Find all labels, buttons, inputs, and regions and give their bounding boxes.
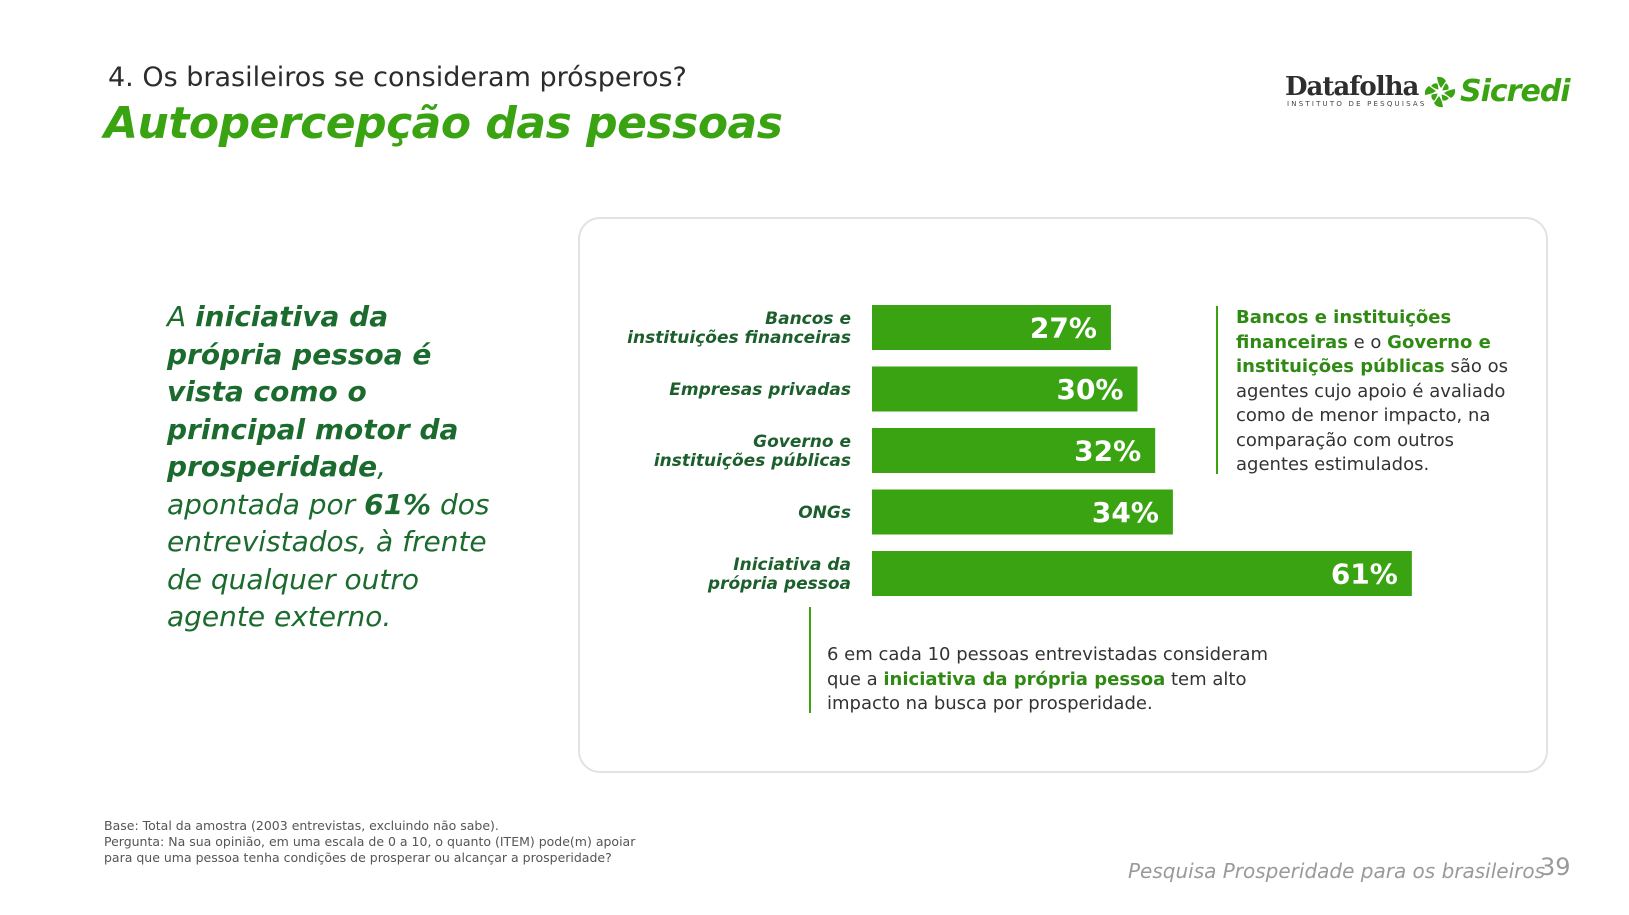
note-bottom: 6 em cada 10 pessoas entrevistadas consi… — [809, 607, 1299, 715]
datafolha-logo-word: Datafolha — [1285, 72, 1419, 102]
bar-value-label-0: 27% — [1030, 312, 1097, 345]
sicredi-symbol-icon — [1424, 76, 1456, 107]
datafolha-logo-sub: INSTITUTO DE PESQUISAS — [1287, 100, 1427, 108]
note-right: Bancos e instituições financeiras e o Go… — [1216, 306, 1516, 475]
note-right-highlight-2: Governo e instituições públicas — [1236, 331, 1491, 378]
lead-bold-1: iniciativa da própria pessoa é vista com… — [167, 300, 459, 483]
bar-0 — [872, 305, 1111, 350]
bar-chart: 27% Bancos e instituições financeiras 30% Em… — [627, 305, 1412, 596]
bar-3 — [872, 489, 1173, 535]
lead-bold-2: 61% — [364, 487, 432, 521]
sicredi-logo-word: Sicredi — [1460, 74, 1571, 109]
bar-4 — [872, 551, 1412, 596]
bar-1 — [872, 366, 1138, 412]
category-label-3: ONGs — [798, 503, 851, 523]
bar-value-label-3: 34% — [1092, 496, 1159, 529]
note-bottom-text-1: 6 em cada 10 pessoas entrevistadas consi… — [827, 644, 1269, 690]
page-title: Autopercepção das pessoas — [104, 98, 783, 149]
page-number: 39 — [1540, 853, 1571, 881]
datafolha-logo: Datafolha INSTITUTO DE PESQUISAS — [1285, 72, 1427, 108]
lead-statement: A iniciativa da própria pessoa é vista c… — [167, 298, 512, 636]
bar-value-label-4: 61% — [1331, 558, 1398, 591]
bar-2 — [872, 428, 1156, 473]
category-label-1: Empresas privadas — [669, 380, 851, 400]
category-label-0: Bancos e instituições financeiras — [627, 309, 851, 348]
section-subtitle: 4. Os brasileiros se consideram próspero… — [108, 62, 687, 93]
footnote-question: Pergunta: Na sua opinião, em uma escala … — [104, 834, 636, 865]
note-bottom-text-2: tem alto impacto na busca por prosperida… — [827, 668, 1247, 715]
note-right-highlight-1: Bancos e instituições financeiras — [1236, 307, 1452, 353]
lead-text-1: A — [167, 300, 196, 333]
note-right-text-1: e o — [1347, 331, 1388, 353]
note-right-text-2: são os agentes cujo apoio é avaliado com… — [1236, 356, 1509, 475]
footnote: Base: Total da amostra (2003 entrevistas… — [104, 818, 664, 866]
bar-value-label-2: 32% — [1074, 435, 1141, 468]
note-bottom-highlight: iniciativa da própria pessoa — [883, 668, 1166, 690]
footer-title: Pesquisa Prosperidade para os brasileiro… — [1128, 859, 1546, 883]
sicredi-logo: Sicredi — [1424, 74, 1571, 109]
lead-text-3: dos entrevistados, à frente de qualquer … — [167, 487, 490, 634]
lead-text-2: , apontada por — [167, 450, 387, 521]
category-label-4: Iniciativa da própria pessoa — [707, 555, 851, 594]
footnote-base: Base: Total da amostra (2003 entrevistas… — [104, 818, 499, 833]
category-label-2: Governo e instituições públicas — [654, 432, 851, 471]
bar-value-label-1: 30% — [1056, 373, 1123, 406]
